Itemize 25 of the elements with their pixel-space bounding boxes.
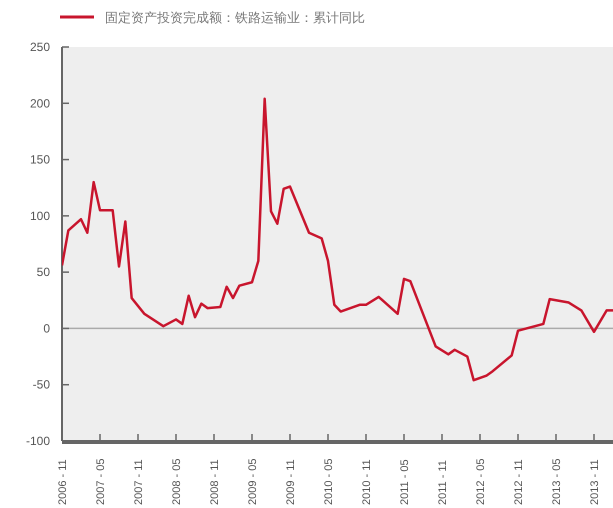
x-tick-label: 2010 - 11 bbox=[361, 459, 373, 505]
legend-label: 固定资产投资完成额：铁路运输业：累计同比 bbox=[105, 10, 365, 25]
x-tick-label: 2012 - 11 bbox=[513, 459, 525, 505]
x-tick-label: 2012 - 05 bbox=[475, 458, 487, 505]
line-series bbox=[62, 98, 613, 382]
x-tick-label: 2011 - 11 bbox=[437, 460, 449, 505]
y-tick-label: 200 bbox=[30, 96, 50, 110]
x-tick-label: 2006 - 11 bbox=[57, 459, 69, 505]
y-tick-label: -100 bbox=[26, 434, 50, 448]
x-tick-label: 2007 - 11 bbox=[133, 459, 145, 505]
x-tick-label: 2010 - 05 bbox=[323, 458, 335, 505]
x-tick-label: 2009 - 11 bbox=[285, 459, 297, 505]
y-tick-label: 250 bbox=[30, 40, 50, 54]
x-tick-label: 2008 - 05 bbox=[171, 458, 183, 505]
x-tick-label: 2013 - 11 bbox=[589, 459, 601, 505]
y-tick-label: 50 bbox=[36, 265, 50, 280]
y-tick-label: 150 bbox=[30, 152, 50, 167]
x-tick-label: 2008 - 11 bbox=[209, 459, 221, 505]
x-tick-label: 2011 - 05 bbox=[399, 459, 411, 505]
y-tick-label: -50 bbox=[32, 378, 50, 392]
y-tick-label: 0 bbox=[43, 321, 50, 336]
x-tick-label: 2007 - 05 bbox=[95, 458, 107, 505]
y-tick-label: 100 bbox=[30, 208, 50, 223]
x-tick-label: 2009 - 05 bbox=[247, 458, 259, 505]
x-tick-label: 2013 - 05 bbox=[551, 458, 563, 505]
